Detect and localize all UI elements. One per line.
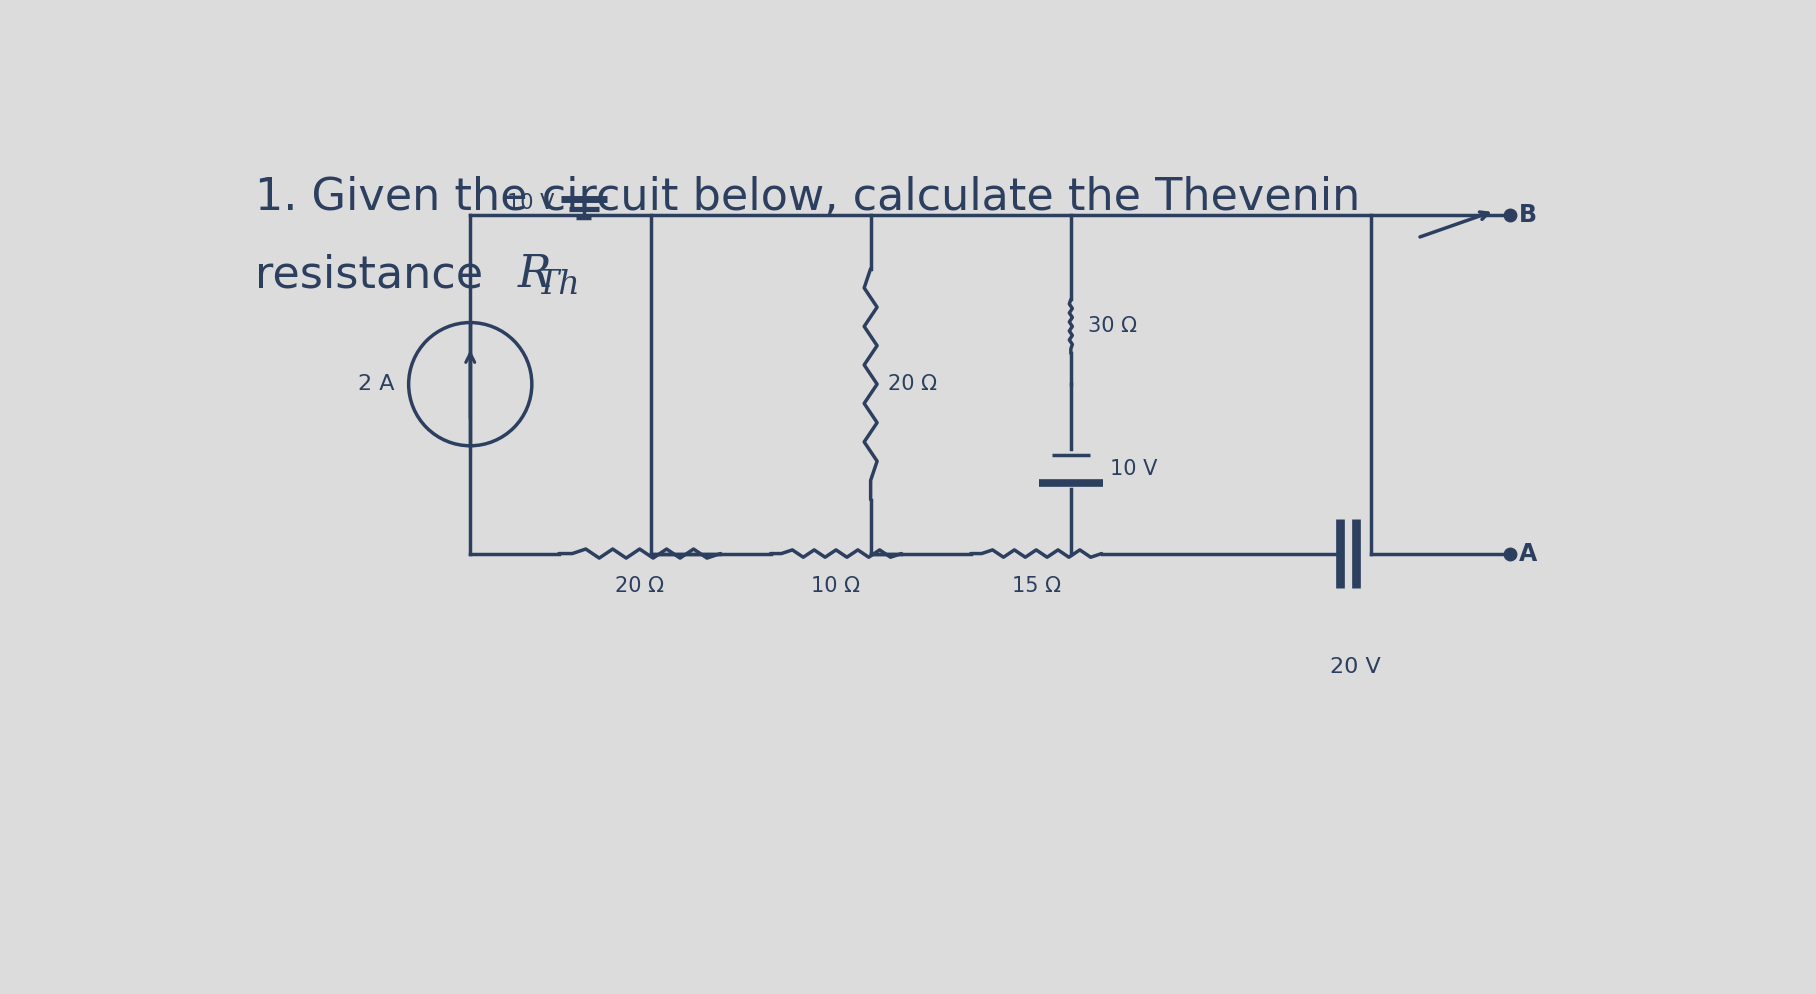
Text: 15 Ω: 15 Ω bbox=[1012, 576, 1061, 596]
Text: 10 V: 10 V bbox=[507, 193, 554, 213]
Text: 30 Ω: 30 Ω bbox=[1088, 316, 1137, 336]
Text: A: A bbox=[1518, 542, 1536, 566]
Text: R: R bbox=[518, 253, 552, 296]
Text: Th: Th bbox=[536, 268, 579, 300]
Text: 1. Given the circuit below, calculate the Thevenin: 1. Given the circuit below, calculate th… bbox=[254, 176, 1360, 220]
Text: 20 Ω: 20 Ω bbox=[888, 374, 937, 395]
Text: 20 Ω: 20 Ω bbox=[616, 576, 665, 596]
Text: 2 A: 2 A bbox=[358, 374, 394, 395]
Text: 20 V: 20 V bbox=[1331, 657, 1382, 677]
Text: 10 V: 10 V bbox=[1110, 459, 1157, 479]
Text: B: B bbox=[1518, 203, 1536, 227]
Text: resistance: resistance bbox=[254, 253, 498, 296]
Text: 10 Ω: 10 Ω bbox=[812, 576, 861, 596]
